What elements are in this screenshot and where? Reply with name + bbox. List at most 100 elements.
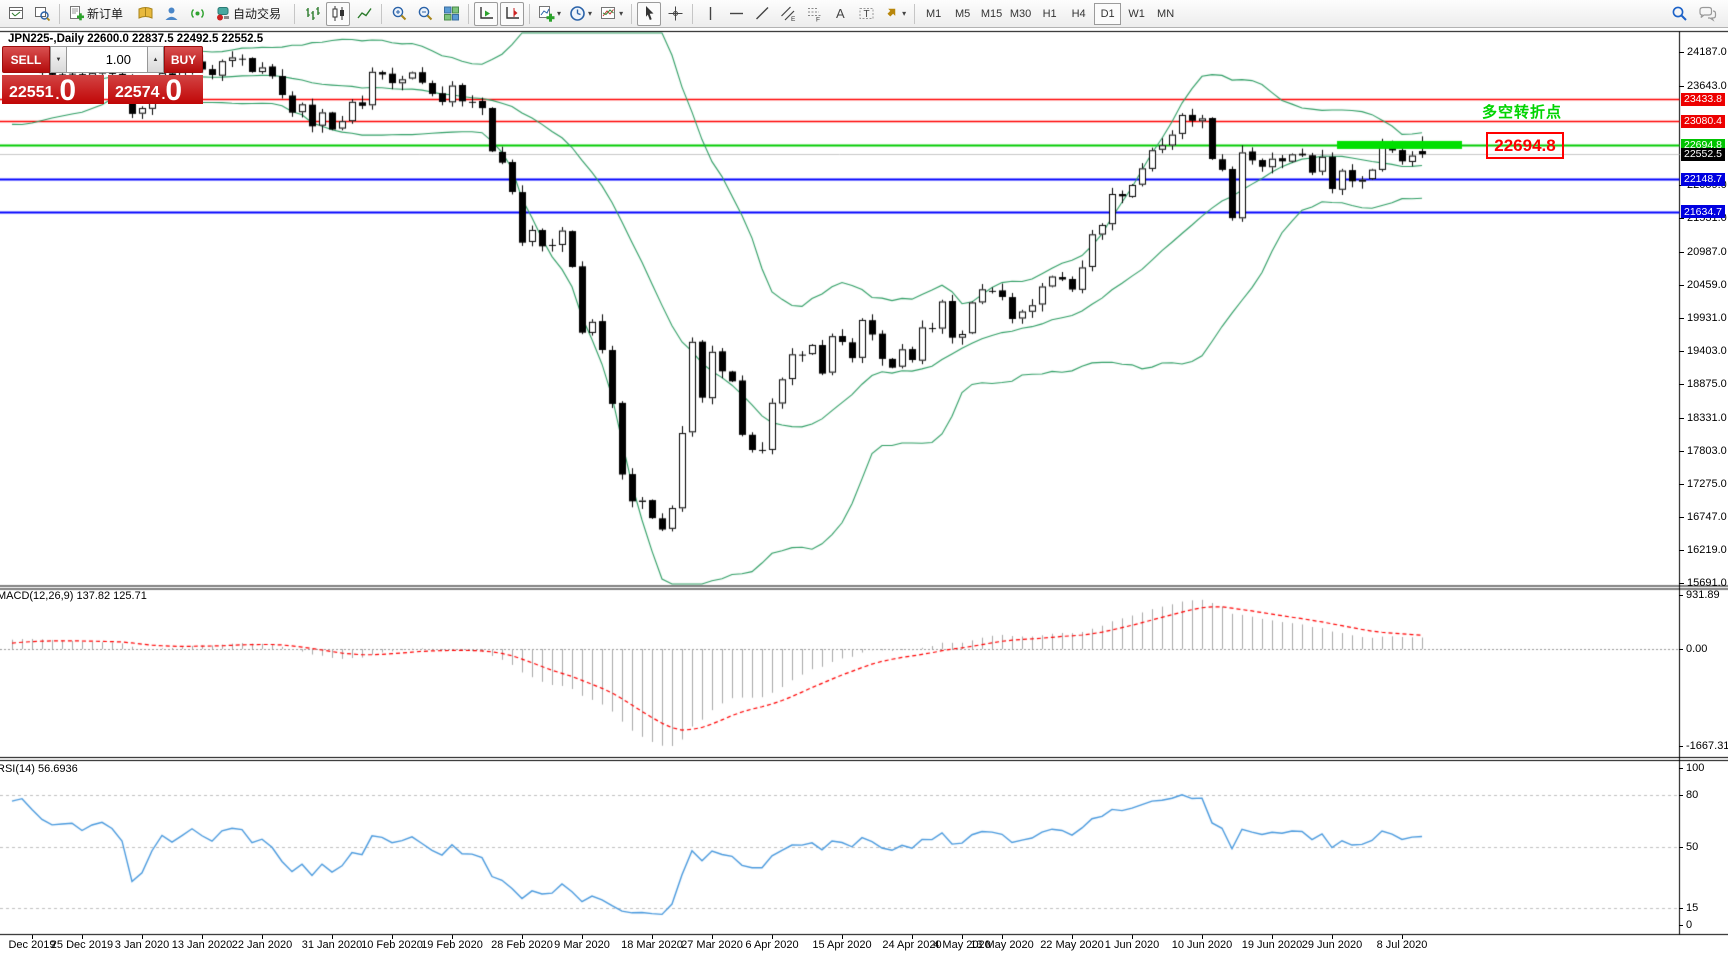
price-level-badge: 23433.8 [1681,92,1725,106]
channel-icon: E [780,6,796,22]
price-axis-label: 19403.0 [1687,344,1727,357]
time-axis-label: Dec 2019 [8,939,56,951]
volume-decrease-button[interactable]: ▼ [50,46,67,73]
tab-timeframe-d1[interactable]: D1 [1094,2,1122,25]
volume-increase-button[interactable]: ▲ [147,46,164,73]
price-axis-tick [1679,417,1684,419]
time-axis-tick [451,935,453,939]
periods-button[interactable]: ▾ [566,2,595,26]
toolbar: 新订单 自动交易 ▾ ▾ [0,0,1728,28]
indicators-button[interactable]: ▾ [535,2,564,26]
community-button[interactable] [159,2,183,26]
buy-price[interactable]: 22574 . 0 [108,75,203,106]
toolbar-separator [529,3,531,24]
horizontal-line-button[interactable] [724,2,748,26]
chat-icon[interactable] [1698,5,1718,22]
tab-timeframe-w1[interactable]: W1 [1128,7,1145,20]
time-axis-label: 1 Jun 2020 [1104,939,1160,951]
cursor-button[interactable] [637,1,662,26]
rsi-axis-label: 15 [1686,901,1699,914]
tile-windows-button[interactable] [439,2,463,26]
rsi-axis-label: 100 [1686,762,1705,774]
new-chart-button[interactable] [4,2,28,26]
time-axis-tick [581,935,583,939]
macd-indicator-label: MACD(12,26,9) 137.82 125.71 [0,590,147,602]
templates-icon [601,7,616,19]
line-chart-button[interactable] [352,2,376,26]
buy-button[interactable]: BUY [164,46,203,73]
auto-trading-button[interactable]: 自动交易 [211,2,289,26]
templates-button[interactable]: ▾ [597,2,626,26]
rsi-axis-label: 50 [1686,840,1699,853]
rsi-axis-label: 80 [1686,788,1699,801]
resistance-price-box[interactable]: 22694.8 [1486,132,1564,159]
sell-price[interactable]: 22551 . 0 [2,75,104,106]
price-axis-label: 24187.0 [1687,45,1727,58]
new-order-label: 新订单 [87,7,124,21]
time-axis-tick [1201,935,1203,939]
time-axis-tick [1401,935,1403,939]
tab-timeframe-h4[interactable]: H4 [1071,7,1086,20]
fibonacci-button[interactable]: F [802,2,826,26]
history-center-button[interactable] [133,2,157,26]
tab-timeframe-m30[interactable]: M30 [1009,7,1032,20]
auto-trading-icon [217,7,230,21]
time-axis-label: 31 Jan 2020 [301,939,363,951]
sell-button[interactable]: SELL [2,46,50,73]
zoom-out-icon [418,6,432,21]
time-axis-label: 4 May 2020 [933,939,991,951]
macd-axis-label: -1667.31 [1686,739,1728,752]
buy-price-main: 22574 [115,84,160,101]
trendline-icon [755,7,769,20]
tile-windows-icon [443,6,459,21]
time-axis-tick [391,935,393,939]
volume-input[interactable]: 1.00 [67,46,147,73]
macd-axis-label: 0.00 [1686,642,1708,655]
candlestick-chart-button[interactable] [326,1,351,26]
time-axis-tick [771,935,773,939]
bar-chart-icon [305,7,320,20]
signals-button[interactable] [185,2,209,26]
time-axis-label: 19 Jun 2020 [1241,939,1303,951]
chart-shift-button[interactable] [500,1,525,26]
clock-icon [570,6,585,21]
text-label-button[interactable]: T [854,2,878,26]
price-axis-label: 20459.0 [1687,278,1727,291]
tab-timeframe-m5[interactable]: M5 [954,7,971,20]
trendline-button[interactable] [750,2,774,26]
new-order-button[interactable]: 新订单 [65,2,131,26]
bar-chart-button[interactable] [300,2,324,26]
text-button[interactable]: A [828,2,852,26]
macd-axis-tick [1679,648,1683,650]
zoom-in-icon [392,6,406,21]
price-axis-label: 20987.0 [1687,245,1727,258]
equidistant-channel-button[interactable]: E [776,2,800,26]
rsi-axis-label: 0 [1686,919,1693,931]
fibonacci-icon: F [807,8,821,22]
toolbar-separator [631,3,633,24]
arrows-button[interactable]: ▾ [880,2,909,26]
zoom-in-button[interactable] [387,2,411,26]
auto-scroll-button[interactable] [474,1,499,26]
toolbar-separator [381,3,383,24]
price-axis-label: 15691.0 [1687,576,1727,589]
new-chart-icon [8,7,23,19]
vertical-line-button[interactable] [698,2,722,26]
price-axis-label: 17275.0 [1687,477,1727,490]
price-axis-tick [1679,582,1684,584]
auto-scroll-icon [479,7,493,19]
tab-timeframe-mn[interactable]: MN [1157,7,1175,20]
crosshair-button[interactable] [663,2,687,26]
sell-price-dot: . [55,86,60,102]
tab-timeframe-m15[interactable]: M15 [980,7,1003,20]
bull-bear-turning-point-annotation[interactable]: 多空转折点 [1481,104,1562,121]
time-axis-tick [961,935,963,939]
search-icon[interactable] [1671,5,1688,22]
toolbar-separator [692,3,694,24]
tab-timeframe-h1[interactable]: H1 [1042,7,1057,20]
rsi-indicator-label: RSI(14) 56.6936 [0,763,78,775]
profile-button[interactable] [30,2,54,26]
zoom-out-button[interactable] [413,2,437,26]
tab-timeframe-m1[interactable]: M1 [925,7,942,20]
